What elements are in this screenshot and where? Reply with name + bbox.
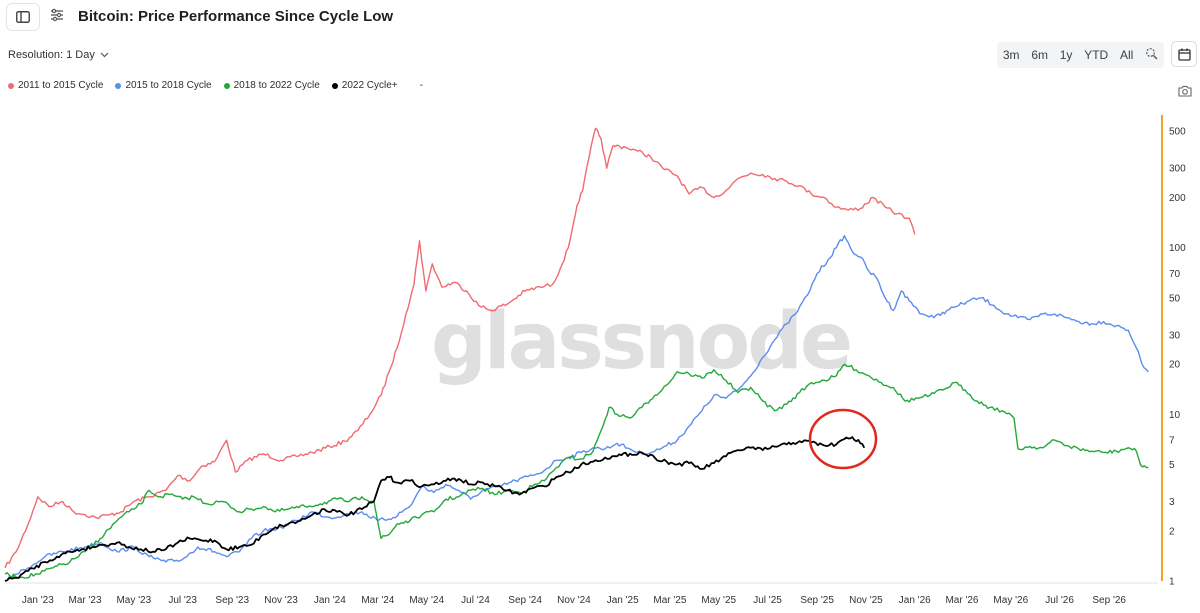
top-bar: Bitcoin: Price Performance Since Cycle L… xyxy=(0,0,1200,36)
chevron-down-icon xyxy=(100,52,109,58)
page-title: Bitcoin: Price Performance Since Cycle L… xyxy=(78,8,394,25)
screenshot-button[interactable] xyxy=(1178,84,1194,98)
y-tick-label: 10 xyxy=(1169,410,1181,421)
settings-icon xyxy=(51,8,63,22)
annotation-circle xyxy=(808,408,878,470)
x-tick-label: May '24 xyxy=(409,595,444,606)
x-tick-label: Mar '25 xyxy=(653,595,686,606)
time-range-selector: 3m 6m 1y YTD All xyxy=(997,42,1164,68)
calendar-button[interactable] xyxy=(1171,41,1197,67)
legend-label: 2011 to 2015 Cycle xyxy=(18,80,104,91)
x-tick-label: Jan '23 xyxy=(22,595,54,606)
x-tick-label: Jan '26 xyxy=(899,595,931,606)
y-tick-label: 500 xyxy=(1169,127,1186,138)
legend-dot xyxy=(115,82,122,89)
y-tick-label: 200 xyxy=(1169,193,1186,204)
x-tick-label: Sep '23 xyxy=(215,595,249,606)
chart-plot[interactable]: 1 2 3 5 7 10 20 30 50 70 100 200 300 500 Jan '23 Mar '2… xyxy=(0,100,1200,613)
legend-label: 2015 to 2018 Cycle xyxy=(125,80,212,91)
range-3m-button[interactable]: 3m xyxy=(1002,48,1020,62)
resolution-label: Resolution: 1 Day xyxy=(8,49,95,61)
x-tick-label: Jan '25 xyxy=(607,595,639,606)
x-tick-label: Sep '24 xyxy=(508,595,542,606)
series-line xyxy=(4,436,866,582)
y-tick-label: 100 xyxy=(1169,243,1186,254)
resolution-dropdown[interactable]: Resolution: 1 Day xyxy=(8,49,109,61)
calendar-icon xyxy=(1177,48,1191,61)
chart-legend: 2011 to 2015 Cycle 2015 to 2018 Cycle 20… xyxy=(8,80,423,91)
x-tick-label: Nov '25 xyxy=(849,595,883,606)
legend-item-2011-2015[interactable]: 2011 to 2015 Cycle xyxy=(8,80,103,91)
legend-label: 2022 Cycle+ xyxy=(341,80,398,91)
camera-icon xyxy=(1178,85,1192,97)
x-tick-label: Jul '23 xyxy=(168,595,197,606)
series-line xyxy=(4,235,1149,582)
x-tick-label: Jul '26 xyxy=(1045,595,1074,606)
legend-label: 2018 to 2022 Cycle xyxy=(233,80,320,91)
x-tick-label: Nov '23 xyxy=(264,595,298,606)
y-tick-label: 3 xyxy=(1169,497,1175,508)
y-tick-label: 5 xyxy=(1169,460,1175,471)
y-tick-label: 7 xyxy=(1169,436,1175,447)
x-tick-label: Mar '23 xyxy=(68,595,101,606)
watermark: glassnode xyxy=(431,297,853,387)
y-tick-label: 70 xyxy=(1169,269,1181,280)
legend-dot xyxy=(223,82,230,89)
y-tick-label: 50 xyxy=(1169,293,1181,304)
y-tick-label: 2 xyxy=(1169,526,1175,537)
legend-item-2018-2022[interactable]: 2018 to 2022 Cycle xyxy=(223,80,320,91)
x-tick-label: May '25 xyxy=(701,595,736,606)
range-ytd-button[interactable]: YTD xyxy=(1084,48,1109,62)
legend-item-2015-2018[interactable]: 2015 to 2018 Cycle xyxy=(115,80,212,91)
range-1y-button[interactable]: 1y xyxy=(1059,48,1073,62)
y-tick-label: 30 xyxy=(1169,330,1181,341)
x-tick-label: Sep '26 xyxy=(1092,595,1126,606)
series-line xyxy=(4,127,916,569)
x-tick-label: Jan '24 xyxy=(314,595,346,606)
x-tick-label: May '23 xyxy=(116,595,151,606)
sidebar-toggle-button[interactable] xyxy=(6,3,40,31)
y-tick-label: 20 xyxy=(1169,360,1181,371)
zoom-icon xyxy=(1146,48,1158,60)
legend-dot xyxy=(331,82,338,89)
x-tick-label: Mar '26 xyxy=(945,595,978,606)
legend-dot xyxy=(8,82,14,89)
x-tick-label: Sep '25 xyxy=(800,595,834,606)
sidebar-icon xyxy=(16,11,30,23)
x-tick-label: May '26 xyxy=(993,595,1028,606)
zoom-range-button[interactable] xyxy=(1145,47,1158,63)
x-tick-label: Mar '24 xyxy=(361,595,394,606)
chart-settings-button[interactable] xyxy=(50,8,68,26)
y-tick-label: 1 xyxy=(1169,577,1175,588)
range-all-button[interactable]: All xyxy=(1119,48,1134,62)
y-tick-label: 300 xyxy=(1169,164,1186,175)
x-tick-label: Jul '25 xyxy=(753,595,782,606)
legend-item-2022-cycle[interactable]: 2022 Cycle+ xyxy=(331,80,398,91)
legend-extra: - xyxy=(419,80,423,91)
x-tick-label: Nov '24 xyxy=(557,595,591,606)
series-line xyxy=(4,363,1149,579)
range-6m-button[interactable]: 6m xyxy=(1031,48,1048,62)
x-tick-label: Jul '24 xyxy=(461,595,490,606)
